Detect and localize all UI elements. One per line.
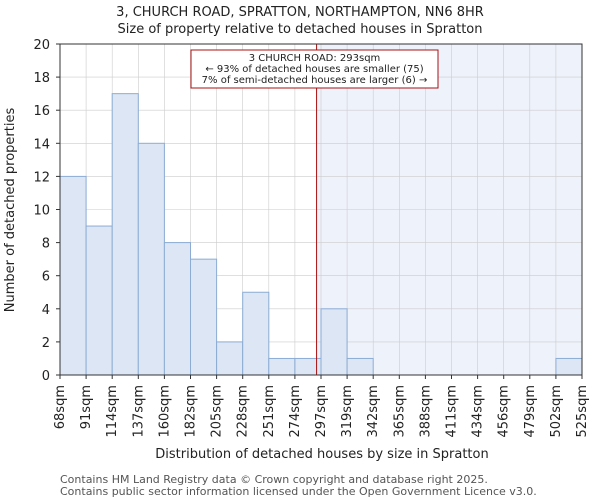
x-tick-label: 137sqm bbox=[131, 385, 146, 438]
y-tick-label: 10 bbox=[33, 204, 50, 219]
y-tick-label: 12 bbox=[33, 170, 50, 185]
footer-line-2: Contains public sector information licen… bbox=[60, 485, 537, 498]
bar-274sqm bbox=[294, 357, 322, 376]
x-tick-label: 411sqm bbox=[445, 385, 460, 438]
x-tick-label: 182sqm bbox=[184, 385, 199, 438]
x-tick-label: 297sqm bbox=[314, 385, 329, 438]
bar-228sqm bbox=[242, 291, 270, 376]
y-tick-label: 20 bbox=[33, 38, 50, 53]
y-tick-label: 18 bbox=[33, 71, 50, 86]
annotation-line-1: 3 CHURCH ROAD: 293sqm bbox=[249, 53, 381, 64]
annotation-line-2: ← 93% of detached houses are smaller (75… bbox=[205, 64, 423, 75]
x-tick-label: 434sqm bbox=[471, 385, 486, 438]
x-tick-label: 342sqm bbox=[366, 385, 381, 438]
x-tick-label: 525sqm bbox=[575, 385, 590, 438]
x-tick-label: 365sqm bbox=[392, 385, 407, 438]
annotation-line-3: 7% of semi-detached houses are larger (6… bbox=[202, 75, 428, 86]
bar-251sqm bbox=[268, 357, 296, 376]
bar-68sqm bbox=[59, 175, 87, 376]
x-tick-label: 68sqm bbox=[53, 385, 68, 429]
bar-205sqm bbox=[216, 341, 244, 376]
y-axis-ticks: 0 2 4 6 8 10 12 14 16 18 20 bbox=[33, 38, 60, 384]
x-tick-label: 388sqm bbox=[418, 385, 433, 438]
x-tick-label: 160sqm bbox=[157, 385, 172, 438]
x-tick-label: 251sqm bbox=[262, 385, 277, 438]
y-tick-label: 0 bbox=[42, 369, 50, 384]
y-tick-label: 16 bbox=[33, 104, 50, 119]
plot-area: 3 CHURCH ROAD: 293sqm ← 93% of detached … bbox=[33, 38, 590, 438]
annotation-frame bbox=[190, 49, 439, 89]
x-tick-label: 319sqm bbox=[340, 385, 355, 438]
y-axis-label: Number of detached properties bbox=[3, 108, 18, 313]
x-tick-label: 479sqm bbox=[523, 385, 538, 438]
bar-297sqm bbox=[320, 308, 348, 376]
y-tick-label: 6 bbox=[42, 270, 50, 285]
x-tick-label: 456sqm bbox=[497, 385, 512, 438]
bar-319sqm bbox=[346, 357, 374, 376]
chart-subtitle: Size of property relative to detached ho… bbox=[118, 22, 483, 37]
chart-title: 3, CHURCH ROAD, SPRATTON, NORTHAMPTON, N… bbox=[116, 5, 484, 20]
x-tick-label: 114sqm bbox=[105, 385, 120, 438]
bar-160sqm bbox=[163, 242, 191, 376]
bar-182sqm bbox=[190, 258, 218, 376]
bar-502sqm bbox=[555, 357, 583, 376]
x-tick-label: 228sqm bbox=[236, 385, 251, 438]
y-tick-label: 14 bbox=[33, 137, 50, 152]
x-tick-label: 91sqm bbox=[79, 385, 94, 429]
x-axis-label: Distribution of detached houses by size … bbox=[155, 447, 488, 462]
y-tick-label: 4 bbox=[42, 303, 50, 318]
bars bbox=[59, 93, 583, 376]
x-tick-label: 274sqm bbox=[288, 385, 303, 438]
footer-line-1: Contains HM Land Registry data © Crown c… bbox=[60, 473, 488, 486]
y-tick-label: 8 bbox=[42, 237, 50, 252]
x-tick-label: 502sqm bbox=[549, 385, 564, 438]
bar-114sqm bbox=[111, 93, 139, 376]
bar-91sqm bbox=[85, 225, 113, 376]
bar-137sqm bbox=[137, 142, 165, 376]
x-axis-ticks: 68sqm 91sqm 114sqm 137sqm 160sqm 182sqm 205sqm… bbox=[53, 375, 590, 438]
x-tick-label: 205sqm bbox=[210, 385, 225, 438]
annotation-box: 3 CHURCH ROAD: 293sqm ← 93% of detached … bbox=[190, 49, 439, 89]
y-tick-label: 2 bbox=[42, 336, 50, 351]
